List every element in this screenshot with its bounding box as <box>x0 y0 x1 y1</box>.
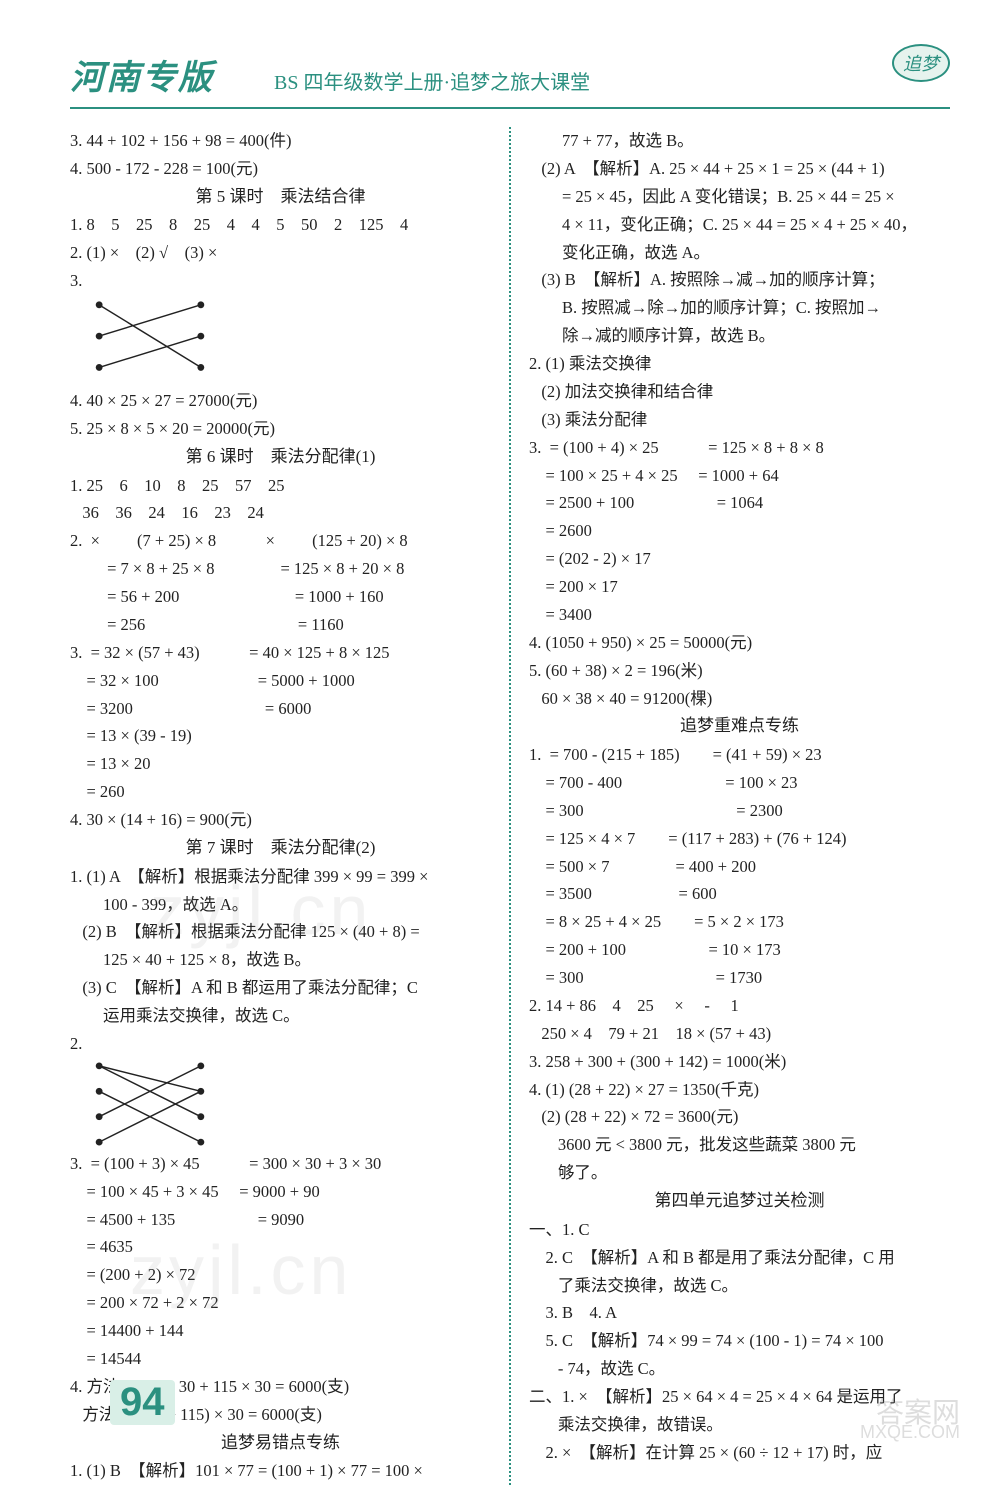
text-line: 3. <box>70 267 491 295</box>
text-line: = 56 + 200 = 1000 + 160 <box>70 583 491 611</box>
text-line: = 100 × 45 + 3 × 45 = 9000 + 90 <box>70 1178 491 1206</box>
text-line: 2. (1) × (2) √ (3) × <box>70 239 491 267</box>
column-divider <box>509 127 511 1485</box>
text-line: 3. 44 + 102 + 156 + 98 = 400(件) <box>70 127 491 155</box>
page-header: 河南专版 BS 四年级数学上册·追梦之旅大课堂 追梦 <box>70 50 950 109</box>
section-title: 追梦易错点专练 <box>70 1429 491 1458</box>
text-line: = 100 × 25 + 4 × 25 = 1000 + 64 <box>529 462 950 490</box>
text-line: 变化正确，故选 A。 <box>529 239 950 267</box>
text-line: = 200 × 72 + 2 × 72 <box>70 1289 491 1317</box>
text-line: 3600 元 < 3800 元，批发这些蔬菜 3800 元 <box>529 1131 950 1159</box>
text-line: = 13 × (39 - 19) <box>70 722 491 750</box>
text-line: 4. 30 × (14 + 16) = 900(元) <box>70 806 491 834</box>
text-line: 了乘法交换律，故选 C。 <box>529 1272 950 1300</box>
text-line: (2) (28 + 22) × 72 = 3600(元) <box>529 1103 950 1131</box>
text-line: 1. 25 6 10 8 25 57 25 <box>70 472 491 500</box>
text-line: = (202 - 2) × 17 <box>529 545 950 573</box>
text-line: (3) B 【解析】A. 按照除→减→加的顺序计算； <box>529 266 950 294</box>
text-line: = 256 = 1160 <box>70 611 491 639</box>
content-columns: 3. 44 + 102 + 156 + 98 = 400(件)4. 500 - … <box>70 127 950 1485</box>
text-line: 运用乘法交换律，故选 C。 <box>70 1002 491 1030</box>
text-line: 5. C 【解析】74 × 99 = 74 × (100 - 1) = 74 ×… <box>529 1327 950 1355</box>
text-line: 1. (1) B 【解析】101 × 77 = (100 + 1) × 77 =… <box>70 1457 491 1485</box>
text-line: (3) C 【解析】A 和 B 都运用了乘法分配律；C <box>70 974 491 1002</box>
text-line: 2. × (7 + 25) × 8 × (125 + 20) × 8 <box>70 527 491 555</box>
text-line: = 500 × 7 = 400 + 200 <box>529 853 950 881</box>
text-line: (3) 乘法分配律 <box>529 406 950 434</box>
right-column: 77 + 77，故选 B。 (2) A 【解析】A. 25 × 44 + 25 … <box>529 127 950 1485</box>
text-line: = 3500 = 600 <box>529 880 950 908</box>
text-line: = 300 = 1730 <box>529 964 950 992</box>
text-line: = 13 × 20 <box>70 750 491 778</box>
text-line: 77 + 77，故选 B。 <box>529 127 950 155</box>
matching-diagram <box>90 297 210 385</box>
text-line: B. 按照减→除→加的顺序计算；C. 按照加→ <box>529 294 950 322</box>
text-line: = (200 + 2) × 72 <box>70 1261 491 1289</box>
text-line: 5. 25 × 8 × 5 × 20 = 20000(元) <box>70 415 491 443</box>
text-line: 3. = 32 × (57 + 43) = 40 × 125 + 8 × 125 <box>70 639 491 667</box>
text-line: 2. C 【解析】A 和 B 都是用了乘法分配律，C 用 <box>529 1244 950 1272</box>
text-line: 2. 14 + 86 4 25 × - 1 <box>529 992 950 1020</box>
text-line: 1. = 700 - (215 + 185) = (41 + 59) × 23 <box>529 741 950 769</box>
text-line: = 25 × 45，因此 A 变化错误；B. 25 × 44 = 25 × <box>529 183 950 211</box>
text-line: 125 × 40 + 125 × 8，故选 B。 <box>70 946 491 974</box>
text-line: = 2500 + 100 = 1064 <box>529 489 950 517</box>
text-line: 250 × 4 79 + 21 18 × (57 + 43) <box>529 1020 950 1048</box>
text-line: = 700 - 400 = 100 × 23 <box>529 769 950 797</box>
text-line: 1. 8 5 25 8 25 4 4 5 50 2 125 4 <box>70 211 491 239</box>
text-line: = 7 × 8 + 25 × 8 = 125 × 8 + 20 × 8 <box>70 555 491 583</box>
text-line: 够了。 <box>529 1159 950 1187</box>
text-line: 36 36 24 16 23 24 <box>70 499 491 527</box>
text-line: = 3400 <box>529 601 950 629</box>
text-line: 4. (1) (28 + 22) × 27 = 1350(千克) <box>529 1076 950 1104</box>
text-line: 2. (1) 乘法交换律 <box>529 350 950 378</box>
text-line: = 4500 + 135 = 9090 <box>70 1206 491 1234</box>
text-line: (2) B 【解析】根据乘法分配律 125 × (40 + 8) = <box>70 918 491 946</box>
text-line: 4. 500 - 172 - 228 = 100(元) <box>70 155 491 183</box>
lesson-title: 第 6 课时 乘法分配律(1) <box>70 443 491 472</box>
lesson-title: 第 5 课时 乘法结合律 <box>70 183 491 212</box>
text-line: 3. = (100 + 4) × 25 = 125 × 8 + 8 × 8 <box>529 434 950 462</box>
text-line: = 4635 <box>70 1233 491 1261</box>
text-line: (2) 加法交换律和结合律 <box>529 378 950 406</box>
text-line: 3. B 4. A <box>529 1299 950 1327</box>
book-title: BS 四年级数学上册·追梦之旅大课堂 <box>274 66 590 95</box>
text-line: = 14544 <box>70 1345 491 1373</box>
section-title: 追梦重难点专练 <box>529 712 950 741</box>
lesson-title: 第 7 课时 乘法分配律(2) <box>70 834 491 863</box>
text-line: (2) A 【解析】A. 25 × 44 + 25 × 1 = 25 × (44… <box>529 155 950 183</box>
edition-title: 河南专版 <box>70 50 214 99</box>
text-line: = 3200 = 6000 <box>70 695 491 723</box>
text-line: 5. (60 + 38) × 2 = 196(米) <box>529 657 950 685</box>
footer-url: MXQE.COM <box>860 1422 960 1443</box>
text-line: = 8 × 25 + 4 × 25 = 5 × 2 × 173 <box>529 908 950 936</box>
text-line: 4 × 11，变化正确；C. 25 × 44 = 25 × 4 + 25 × 4… <box>529 211 950 239</box>
text-line: 一、1. C <box>529 1216 950 1244</box>
text-line: = 2600 <box>529 517 950 545</box>
text-line: = 300 = 2300 <box>529 797 950 825</box>
text-line: 1. (1) A 【解析】根据乘法分配律 399 × 99 = 399 × <box>70 863 491 891</box>
text-line: = 32 × 100 = 5000 + 1000 <box>70 667 491 695</box>
section-title: 第四单元追梦过关检测 <box>529 1187 950 1216</box>
page-number: 94 <box>110 1380 175 1425</box>
text-line: = 200 × 17 <box>529 573 950 601</box>
text-line: = 200 + 100 = 10 × 173 <box>529 936 950 964</box>
text-line: = 14400 + 144 <box>70 1317 491 1345</box>
matching-diagram <box>90 1060 210 1148</box>
left-column: 3. 44 + 102 + 156 + 98 = 400(件)4. 500 - … <box>70 127 491 1485</box>
text-line: - 74，故选 C。 <box>529 1355 950 1383</box>
text-line: 60 × 38 × 40 = 91200(棵) <box>529 685 950 713</box>
text-line: = 125 × 4 × 7 = (117 + 283) + (76 + 124) <box>529 825 950 853</box>
text-line: 4. (1050 + 950) × 25 = 50000(元) <box>529 629 950 657</box>
text-line: 3. = (100 + 3) × 45 = 300 × 30 + 3 × 30 <box>70 1150 491 1178</box>
text-line: 100 - 399，故选 A。 <box>70 891 491 919</box>
text-line: = 260 <box>70 778 491 806</box>
text-line: 除→减的顺序计算，故选 B。 <box>529 322 950 350</box>
text-line: 2. <box>70 1030 491 1058</box>
text-line: 3. 258 + 300 + (300 + 142) = 1000(米) <box>529 1048 950 1076</box>
logo-badge: 追梦 <box>892 44 950 82</box>
text-line: 4. 40 × 25 × 27 = 27000(元) <box>70 387 491 415</box>
